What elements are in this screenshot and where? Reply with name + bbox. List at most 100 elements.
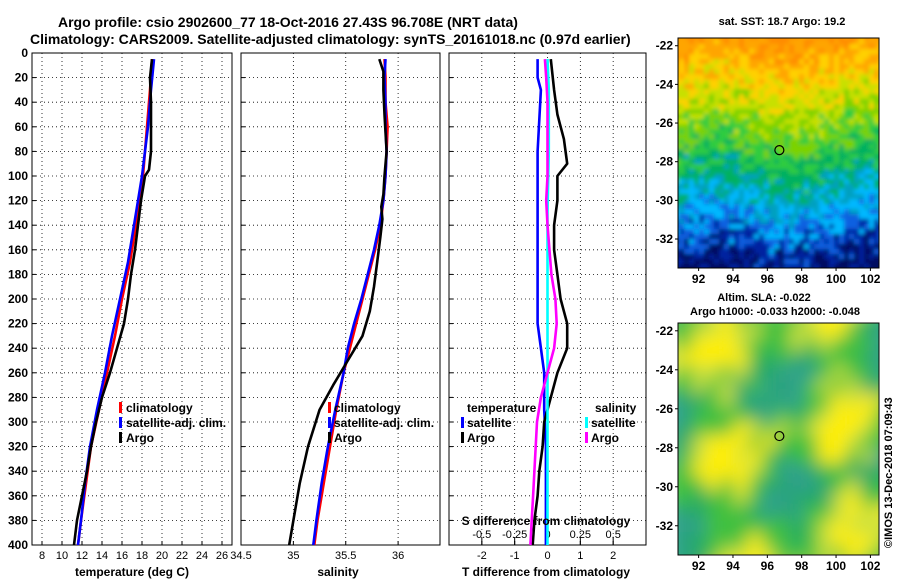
difference-panel: -2 -1 0 1 2-0.5 -0.25 0 0.25 0.5 <box>448 52 647 562</box>
sst-cell <box>769 199 775 205</box>
sla-cell <box>692 351 707 366</box>
sst-cell <box>769 154 775 160</box>
sst-cell <box>874 79 879 85</box>
sst-cell <box>744 104 750 110</box>
sst-cell <box>754 64 760 70</box>
sst-cell <box>714 244 720 250</box>
sst-cell <box>864 239 870 245</box>
sst-cell <box>669 219 675 225</box>
sla-cell <box>860 407 875 422</box>
sst-cell <box>704 249 710 255</box>
sla-cell <box>678 491 693 506</box>
sst-cell <box>699 239 705 245</box>
sla-cell <box>818 533 833 548</box>
sst-cell <box>814 209 820 215</box>
sst-cell <box>724 94 730 100</box>
sst-cell <box>819 254 825 260</box>
sst-cell <box>874 224 879 230</box>
series-line-argo <box>287 58 388 546</box>
sst-cell <box>769 89 775 95</box>
sst-cell <box>704 59 710 65</box>
sla-field <box>678 323 879 555</box>
sst-cell <box>759 124 765 130</box>
sst-cell <box>684 214 690 220</box>
sst-cell <box>854 54 860 60</box>
sst-cell <box>689 44 695 50</box>
sst-cell <box>844 244 850 250</box>
sst-cell <box>684 274 690 280</box>
sst-cell <box>719 119 725 125</box>
sst-cell <box>829 219 835 225</box>
sst-cell <box>709 49 715 55</box>
sst-cell <box>799 59 805 65</box>
sst-cell <box>819 144 825 150</box>
sst-cell <box>879 229 885 235</box>
sst-cell <box>889 124 895 130</box>
sst-cell <box>699 184 705 190</box>
sst-cell <box>719 89 725 95</box>
sst-cell <box>678 184 680 190</box>
sst-cell <box>844 229 850 235</box>
sst-cell <box>729 54 735 60</box>
sst-cell <box>689 74 695 80</box>
sst-cell <box>804 104 810 110</box>
sst-cell <box>754 164 760 170</box>
sst-cell <box>689 154 695 160</box>
sst-cell <box>669 59 675 65</box>
sst-cell <box>754 249 760 255</box>
sst-cell <box>829 249 835 255</box>
sst-cell <box>664 104 670 110</box>
sst-cell <box>874 29 880 35</box>
sst-cell <box>709 24 715 30</box>
sst-cell <box>689 64 695 70</box>
sst-cell <box>884 144 890 150</box>
sst-cell <box>874 234 879 240</box>
sst-cell <box>819 249 825 255</box>
sst-cell <box>784 59 790 65</box>
sst-cell <box>719 179 725 185</box>
sst-cell <box>764 229 770 235</box>
sla-cell <box>832 379 847 394</box>
sst-cell <box>709 244 715 250</box>
sst-cell <box>734 59 740 65</box>
sst-cell <box>669 279 675 285</box>
sst-cell <box>859 229 865 235</box>
depth-tick-label: 40 <box>15 95 29 109</box>
sst-cell <box>779 54 785 60</box>
sst-cell <box>719 84 725 90</box>
sst-cell <box>739 89 745 95</box>
sst-cell <box>724 74 730 80</box>
sst-cell <box>784 79 790 85</box>
sst-cell <box>759 179 765 185</box>
sst-cell <box>889 164 895 170</box>
sst-cell <box>779 219 785 225</box>
sla-cell <box>706 351 721 366</box>
sst-cell <box>709 89 715 95</box>
sst-cell <box>719 59 725 65</box>
sst-cell <box>884 79 890 85</box>
sst-cell <box>799 44 805 50</box>
sla-cell <box>874 337 879 352</box>
sst-cell <box>859 89 865 95</box>
sst-cell <box>699 219 705 225</box>
sst-cell <box>744 264 750 268</box>
sst-cell <box>678 209 680 215</box>
sst-cell <box>814 49 820 55</box>
sst-cell <box>764 124 770 130</box>
sst-cell <box>834 259 840 265</box>
sst-cell <box>794 189 800 195</box>
sst-cell <box>704 164 710 170</box>
sst-cell <box>879 74 885 80</box>
sla-cell <box>818 337 833 352</box>
sst-cell <box>824 199 830 205</box>
sst-cell <box>678 94 680 100</box>
sst-cell <box>704 109 710 115</box>
sst-cell <box>774 29 780 35</box>
sst-cell <box>859 234 865 240</box>
sst-cell <box>804 159 810 165</box>
lon-tick-label: 92 <box>692 559 706 573</box>
sst-cell <box>799 79 805 85</box>
sst-cell <box>869 59 875 65</box>
sst-cell <box>784 64 790 70</box>
sst-cell <box>699 94 705 100</box>
